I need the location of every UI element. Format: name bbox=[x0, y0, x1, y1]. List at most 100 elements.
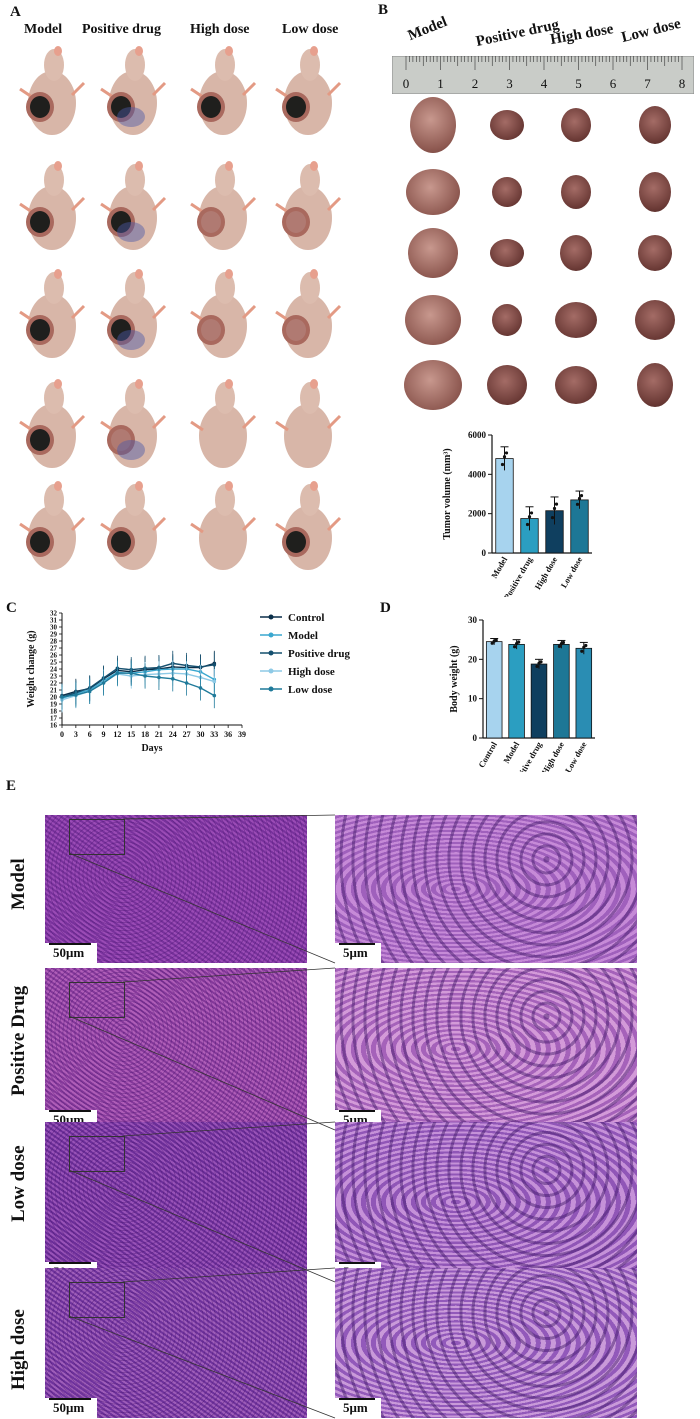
row-label-positive-drug: Positive Drug bbox=[8, 985, 29, 1096]
bar bbox=[530, 663, 548, 739]
mouse-photo bbox=[14, 160, 86, 252]
x-tick-label: 30 bbox=[196, 730, 204, 739]
tumor-photo bbox=[555, 366, 597, 404]
mouse-photo bbox=[14, 378, 86, 470]
data-point bbox=[579, 494, 584, 498]
bar bbox=[495, 458, 514, 554]
ruler-labels: 0 1 2 3 4 5 6 7 8 bbox=[403, 76, 686, 91]
y-tick-label: 4000 bbox=[468, 469, 487, 479]
mouse-photo bbox=[95, 45, 167, 137]
x-tick-label: 33 bbox=[210, 730, 218, 739]
bar bbox=[575, 647, 593, 739]
tumor-photo bbox=[561, 108, 591, 142]
mouse-photo bbox=[14, 480, 86, 572]
legend-label: High dose bbox=[288, 666, 335, 678]
data-point bbox=[157, 675, 161, 680]
data-point bbox=[584, 643, 588, 648]
tumor-photo bbox=[492, 304, 522, 336]
data-point bbox=[170, 677, 175, 681]
data-point bbox=[212, 693, 217, 698]
ruler-label: 8 bbox=[679, 76, 686, 91]
data-point bbox=[212, 679, 217, 684]
y-tick-label: 19 bbox=[50, 701, 58, 709]
tumor-photo bbox=[561, 175, 591, 209]
mouse-photo bbox=[95, 160, 167, 252]
he-image-low-magnification: 50μm bbox=[45, 968, 307, 1130]
series-line bbox=[61, 672, 215, 701]
y-tick-label: 29 bbox=[50, 631, 58, 639]
mouse-photo bbox=[270, 378, 342, 470]
x-tick-label: 0 bbox=[60, 730, 64, 739]
y-tick-label: 0 bbox=[482, 548, 487, 558]
x-tick-label: Model bbox=[489, 554, 510, 580]
legend-label: Positive drug bbox=[288, 648, 351, 660]
x-tick-label: Control bbox=[476, 739, 499, 769]
tumor-photo bbox=[638, 235, 672, 271]
mouse-photo bbox=[270, 268, 342, 360]
ruler-ticks bbox=[405, 56, 683, 70]
y-tick-label: 24 bbox=[50, 666, 58, 674]
y-tick-label: 6000 bbox=[468, 430, 487, 440]
data-point bbox=[557, 644, 561, 648]
data-point bbox=[580, 649, 584, 653]
legend-marker bbox=[268, 686, 274, 692]
zoom-region-box bbox=[69, 982, 125, 1018]
tumor-photo bbox=[639, 106, 671, 144]
data-point bbox=[184, 681, 189, 685]
he-image-high-magnification: 5μm bbox=[335, 815, 637, 963]
y-tick-label: 0 bbox=[473, 733, 478, 743]
tumor-photo bbox=[408, 228, 458, 278]
x-tick-label: 27 bbox=[183, 730, 191, 739]
panel-label-d: D bbox=[380, 600, 391, 616]
mouse-photo bbox=[270, 45, 342, 137]
x-tick-label: 12 bbox=[113, 730, 121, 739]
column-title-low-dose: Low dose bbox=[619, 15, 683, 47]
scale-bar-5um: 5μm bbox=[343, 945, 368, 960]
tumor-photo bbox=[404, 360, 462, 410]
tumor-photo bbox=[560, 235, 592, 271]
x-tick-label: 15 bbox=[127, 730, 135, 739]
data-point bbox=[101, 681, 106, 685]
data-point bbox=[494, 638, 498, 642]
data-point bbox=[535, 664, 539, 669]
y-axis-title: Weight change (g) bbox=[26, 630, 37, 707]
tumor-photo bbox=[406, 169, 460, 215]
data-point bbox=[527, 515, 532, 519]
zoom-region-box bbox=[69, 1136, 125, 1172]
x-tick-label: 21 bbox=[155, 730, 163, 739]
y-tick-label: 26 bbox=[50, 652, 58, 660]
column-title-low-dose: Low dose bbox=[282, 22, 339, 37]
ruler-label: 2 bbox=[472, 76, 479, 91]
bar bbox=[553, 643, 570, 739]
y-tick-label: 18 bbox=[50, 708, 58, 716]
data-point bbox=[74, 693, 78, 697]
tumor-photo bbox=[410, 97, 456, 153]
panel-label-e: E bbox=[6, 778, 17, 794]
y-tick-label: 17 bbox=[50, 715, 58, 723]
x-tick-label: High dose bbox=[533, 555, 560, 591]
ruler-label: 3 bbox=[506, 76, 513, 91]
legend-label: Model bbox=[288, 630, 318, 642]
y-tick-label: 32 bbox=[50, 610, 58, 618]
ruler: 0 1 2 3 4 5 6 7 8 bbox=[392, 56, 694, 94]
ruler-label: 5 bbox=[575, 76, 582, 91]
y-tick-label: 20 bbox=[468, 654, 478, 664]
data-point bbox=[525, 522, 530, 527]
y-tick-label: 30 bbox=[468, 615, 478, 625]
data-point bbox=[552, 506, 557, 511]
tumor-photo bbox=[490, 110, 524, 140]
he-image-low-magnification: 50μm bbox=[45, 1122, 307, 1282]
x-tick-label: 6 bbox=[88, 730, 92, 739]
legend-marker bbox=[268, 614, 274, 620]
zoom-region-box bbox=[69, 1282, 125, 1318]
x-tick-label: Model bbox=[501, 739, 522, 765]
mouse-photo bbox=[95, 480, 167, 572]
data-point bbox=[550, 516, 555, 520]
panel-label-c: C bbox=[6, 600, 17, 616]
data-point bbox=[513, 645, 517, 649]
series-model bbox=[60, 656, 217, 711]
he-image-high-magnification: 5μm bbox=[335, 1268, 637, 1418]
legend-marker bbox=[268, 650, 274, 656]
